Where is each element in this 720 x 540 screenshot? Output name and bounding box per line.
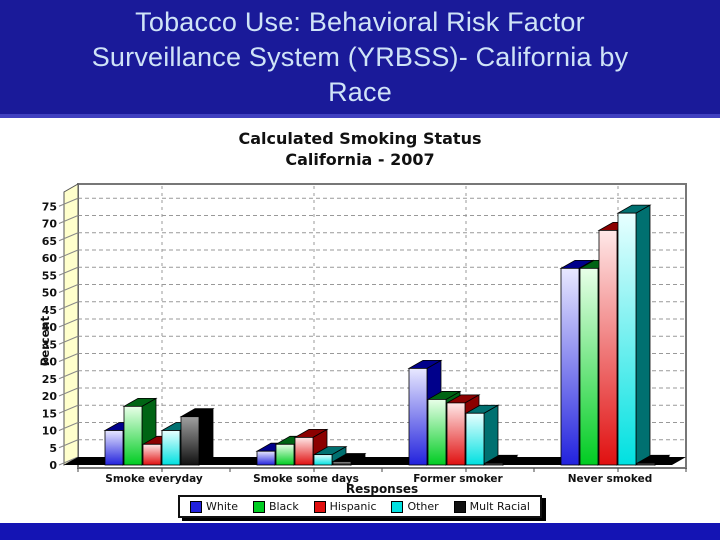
y-tick-label: 0: [49, 459, 57, 472]
y-tick-label: 70: [42, 218, 58, 231]
y-tick-label: 50: [42, 287, 58, 300]
y-tick: [58, 353, 79, 362]
y-tick-label: 5: [49, 442, 57, 455]
y-tick: [58, 387, 79, 397]
category-label: Former smoker: [413, 473, 503, 485]
legend-swatch-icon: [190, 500, 202, 513]
y-tick-label: 65: [42, 235, 57, 248]
legend-item-black: Black: [252, 500, 299, 513]
chart-title-sub: California - 2007: [285, 150, 435, 169]
y-tick: [58, 456, 79, 466]
legend-item-white: White: [190, 500, 238, 513]
y-tick-label: 40: [42, 321, 58, 334]
y-tick-label: 60: [42, 252, 58, 265]
legend-item-mult-racial: Mult Racial: [453, 500, 530, 513]
y-tick: [58, 439, 79, 449]
legend-label: Mult Racial: [469, 500, 530, 513]
legend-swatch-icon: [313, 500, 326, 513]
y-tick: [58, 284, 79, 293]
y-tick: [58, 266, 79, 276]
y-tick: [58, 335, 79, 345]
y-tick-label: 35: [42, 338, 57, 351]
category-label: Smoke some days: [253, 473, 359, 485]
category-label: Never smoked: [568, 473, 652, 485]
bar-mult-racial-former-smoker: [483, 454, 519, 466]
y-tick: [58, 404, 79, 414]
slide-title-line-1: Tobacco Use: Behavioral Risk Factor: [135, 6, 585, 37]
legend-swatch-icon: [391, 500, 404, 513]
y-tick-label: 10: [42, 425, 58, 438]
legend-item-hispanic: Hispanic: [313, 500, 377, 513]
y-tick-label: 30: [42, 356, 58, 369]
y-tick-label: 15: [42, 407, 57, 420]
slide-title-line-2: Surveillance System (YRBSS)- California …: [91, 41, 629, 72]
legend-item-other: Other: [391, 500, 439, 513]
chart-floor: [64, 457, 686, 465]
legend-label: Black: [268, 500, 299, 513]
bar-other-former-smoker: [464, 404, 500, 466]
y-tick-label: 20: [42, 390, 58, 403]
y-tick: [58, 232, 79, 242]
slide-title-band: Tobacco Use: Behavioral Risk Factor Surv…: [0, 0, 720, 118]
chart-title-main: Calculated Smoking Status: [238, 129, 482, 148]
chart-legend: White Black Hispanic Other Mult Racial: [178, 495, 542, 518]
bar-other-never-smoked: [616, 204, 652, 466]
plot-area: 0 5 10 15 20 25 30 35 40 45 50 55 60 65 70 75 Smoke ever…: [42, 183, 687, 485]
x-axis-label: Responses: [345, 482, 419, 496]
legend-label: Other: [407, 500, 439, 513]
y-axis-label: Percent: [38, 315, 52, 367]
y-tick-label: 75: [42, 200, 57, 213]
bar-mult-racial-smoke-everyday: [179, 408, 215, 466]
y-tick-label: 45: [42, 304, 57, 317]
slide-title-line-3: Race: [328, 76, 392, 107]
y-tick: [58, 197, 79, 207]
y-tick: [58, 301, 79, 311]
legend-label: White: [206, 500, 238, 513]
y-tick: [58, 215, 79, 224]
category-label: Smoke everyday: [105, 473, 203, 485]
bar-mult-racial-smoke-some-days: [331, 452, 367, 466]
y-tick: [58, 249, 79, 259]
chart-title: Calculated Smoking Status California - 2…: [0, 128, 720, 170]
legend-swatch-icon: [453, 500, 466, 513]
y-tick-label: 25: [42, 373, 57, 386]
bar-mult-racial-never-smoked: [635, 454, 671, 466]
y-tick: [58, 370, 79, 380]
y-tick: [58, 422, 79, 431]
y-tick-label: 55: [42, 269, 57, 282]
y-tick: [58, 318, 79, 328]
legend-label: Hispanic: [329, 500, 377, 513]
legend-swatch-icon: [252, 500, 265, 513]
footer-bar: [0, 523, 720, 540]
